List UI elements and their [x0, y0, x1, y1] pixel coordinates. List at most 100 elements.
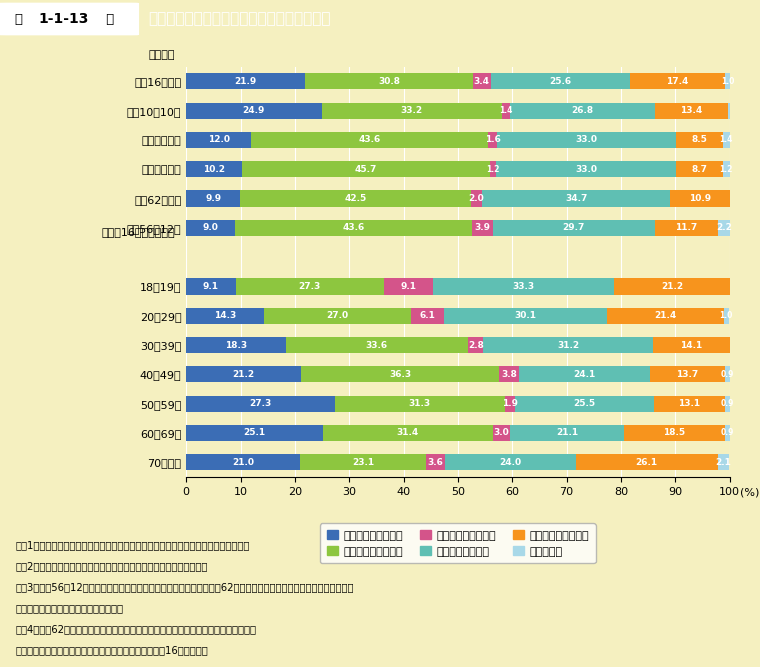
- Bar: [725, 425, 730, 441]
- Text: 24.0: 24.0: [499, 458, 521, 467]
- Text: 14.3: 14.3: [214, 311, 236, 320]
- Bar: [186, 337, 286, 353]
- Text: 調査時期: 調査時期: [149, 50, 176, 60]
- Bar: [725, 366, 730, 382]
- Text: 第: 第: [15, 13, 27, 25]
- Bar: [670, 191, 730, 207]
- Bar: [653, 337, 730, 353]
- Text: 2.8: 2.8: [468, 341, 484, 350]
- Text: 26.1: 26.1: [635, 458, 658, 467]
- Bar: [723, 161, 730, 177]
- Bar: [444, 307, 607, 323]
- Text: (%): (%): [740, 487, 760, 497]
- Text: 36.3: 36.3: [389, 370, 411, 379]
- Bar: [252, 132, 489, 148]
- Text: 12.0: 12.0: [207, 135, 230, 145]
- Bar: [300, 454, 426, 470]
- Bar: [186, 73, 306, 89]
- Bar: [724, 307, 729, 323]
- Bar: [489, 132, 497, 148]
- Bar: [302, 366, 499, 382]
- Bar: [235, 220, 472, 236]
- Bar: [186, 220, 235, 236]
- Text: 18.3: 18.3: [225, 341, 247, 350]
- Text: 3.9: 3.9: [475, 223, 491, 232]
- Text: 注）1．科学技術についてのニュースや話題に関心があるかという問いに対する回答。: 注）1．科学技術についてのニュースや話題に関心があるかという問いに対する回答。: [15, 540, 249, 550]
- Text: 然関心がない」となっている。: 然関心がない」となっている。: [15, 603, 123, 613]
- Text: 3.4: 3.4: [473, 77, 489, 86]
- Bar: [468, 337, 483, 353]
- Bar: [482, 191, 670, 207]
- Bar: [264, 307, 410, 323]
- Bar: [334, 396, 505, 412]
- Text: 17.4: 17.4: [667, 77, 689, 86]
- Bar: [676, 132, 723, 148]
- Text: 9.0: 9.0: [203, 223, 219, 232]
- Text: 9.1: 9.1: [203, 282, 219, 291]
- Bar: [445, 454, 576, 470]
- Bar: [630, 73, 725, 89]
- FancyBboxPatch shape: [0, 3, 139, 35]
- Text: 9.1: 9.1: [401, 282, 416, 291]
- Bar: [497, 132, 676, 148]
- Text: 33.3: 33.3: [513, 282, 535, 291]
- Text: 11.7: 11.7: [676, 223, 698, 232]
- Bar: [717, 454, 729, 470]
- Bar: [240, 191, 471, 207]
- Text: 25.5: 25.5: [573, 399, 595, 408]
- Bar: [471, 191, 482, 207]
- Text: 26.8: 26.8: [572, 106, 594, 115]
- Bar: [236, 278, 384, 295]
- Bar: [186, 425, 322, 441]
- Text: 9.9: 9.9: [205, 194, 221, 203]
- Text: 21.4: 21.4: [654, 311, 676, 320]
- Text: 21.2: 21.2: [661, 282, 683, 291]
- Text: 8.5: 8.5: [692, 135, 708, 145]
- Text: 43.6: 43.6: [343, 223, 365, 232]
- Text: 1.4: 1.4: [720, 135, 733, 145]
- Text: 10.9: 10.9: [689, 194, 711, 203]
- Bar: [651, 366, 725, 382]
- Text: 33.6: 33.6: [366, 341, 388, 350]
- Bar: [322, 425, 493, 441]
- Bar: [654, 396, 725, 412]
- Bar: [505, 396, 515, 412]
- Text: 33.0: 33.0: [575, 135, 597, 145]
- Text: 10.2: 10.2: [203, 165, 225, 173]
- Text: 27.0: 27.0: [326, 311, 348, 320]
- Text: 2.1: 2.1: [715, 458, 731, 467]
- Bar: [502, 103, 509, 119]
- Text: 21.0: 21.0: [233, 458, 255, 467]
- Text: 1.4: 1.4: [499, 106, 512, 115]
- Bar: [490, 161, 496, 177]
- Text: 13.4: 13.4: [680, 106, 703, 115]
- Text: 33.2: 33.2: [401, 106, 423, 115]
- Text: 31.4: 31.4: [397, 428, 419, 438]
- Text: 資料：内閣府「科学技術と社会に関する世論調査（平成16年２月）」: 資料：内閣府「科学技術と社会に関する世論調査（平成16年２月）」: [15, 646, 208, 655]
- Bar: [509, 425, 624, 441]
- Text: 30.1: 30.1: [515, 311, 537, 320]
- Text: 29.7: 29.7: [562, 223, 585, 232]
- Bar: [515, 396, 654, 412]
- Text: 2.0: 2.0: [468, 194, 484, 203]
- Text: 25.1: 25.1: [243, 428, 265, 438]
- Text: 1.2: 1.2: [486, 165, 500, 173]
- Bar: [509, 103, 655, 119]
- Text: 23.1: 23.1: [352, 458, 374, 467]
- Bar: [186, 103, 321, 119]
- Text: 2．平成７年２月調査までは「非常に関心がある」となっている。: 2．平成７年２月調査までは「非常に関心がある」となっている。: [15, 562, 207, 571]
- Bar: [491, 73, 630, 89]
- Bar: [186, 132, 252, 148]
- Text: 30.8: 30.8: [378, 77, 400, 86]
- Text: 1.2: 1.2: [720, 165, 733, 173]
- Text: 1.6: 1.6: [485, 135, 501, 145]
- Bar: [493, 425, 509, 441]
- Bar: [493, 220, 654, 236]
- Legend: 関心がある（注２）, ある程度関心がある, どちらともいえない, あまり関心がない, 関心がない（注３）, わからない: 関心がある（注２）, ある程度関心がある, どちらともいえない, あまり関心がな…: [320, 524, 596, 563]
- Text: 42.5: 42.5: [344, 194, 366, 203]
- Bar: [186, 307, 264, 323]
- Text: 24.9: 24.9: [242, 106, 265, 115]
- Bar: [186, 396, 334, 412]
- Text: 18.5: 18.5: [663, 428, 686, 438]
- Text: 21.9: 21.9: [235, 77, 257, 86]
